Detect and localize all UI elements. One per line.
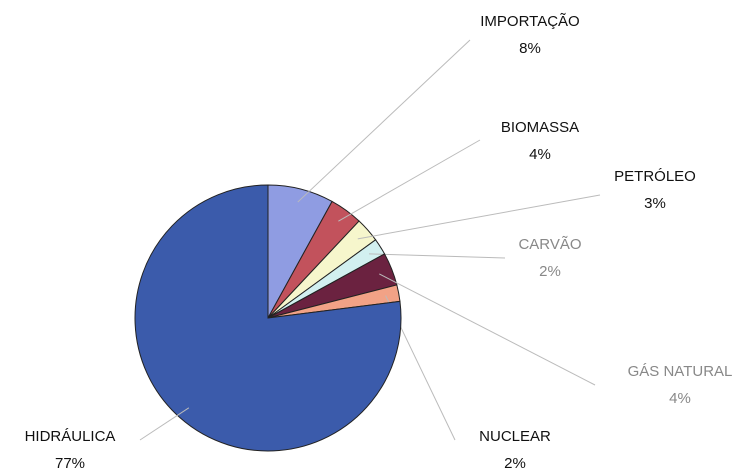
- slice-label: BIOMASSA: [501, 119, 579, 136]
- slice-label: IMPORTAÇÃO: [480, 13, 579, 30]
- slice-label: PETRÓLEO: [614, 168, 696, 185]
- slice-value: 3%: [644, 195, 666, 212]
- slice-value: 77%: [55, 455, 85, 471]
- leader-line: [357, 194, 601, 240]
- leader-line: [338, 139, 481, 222]
- slice-label: CARVÃO: [518, 236, 581, 253]
- slice-value: 4%: [529, 146, 551, 163]
- slice-label: GÁS NATURAL: [628, 363, 733, 380]
- slice-value: 4%: [669, 390, 691, 407]
- leader-line: [379, 273, 596, 386]
- leader-line: [297, 39, 471, 203]
- slice-label: NUCLEAR: [479, 428, 551, 445]
- slice-value: 2%: [539, 263, 561, 280]
- slice-label: HIDRÁULICA: [25, 428, 116, 445]
- leader-line: [139, 407, 190, 441]
- slice-value: 2%: [504, 455, 526, 471]
- slice-value: 8%: [519, 40, 541, 57]
- pie-slice: [134, 184, 402, 452]
- leader-line: [369, 253, 506, 259]
